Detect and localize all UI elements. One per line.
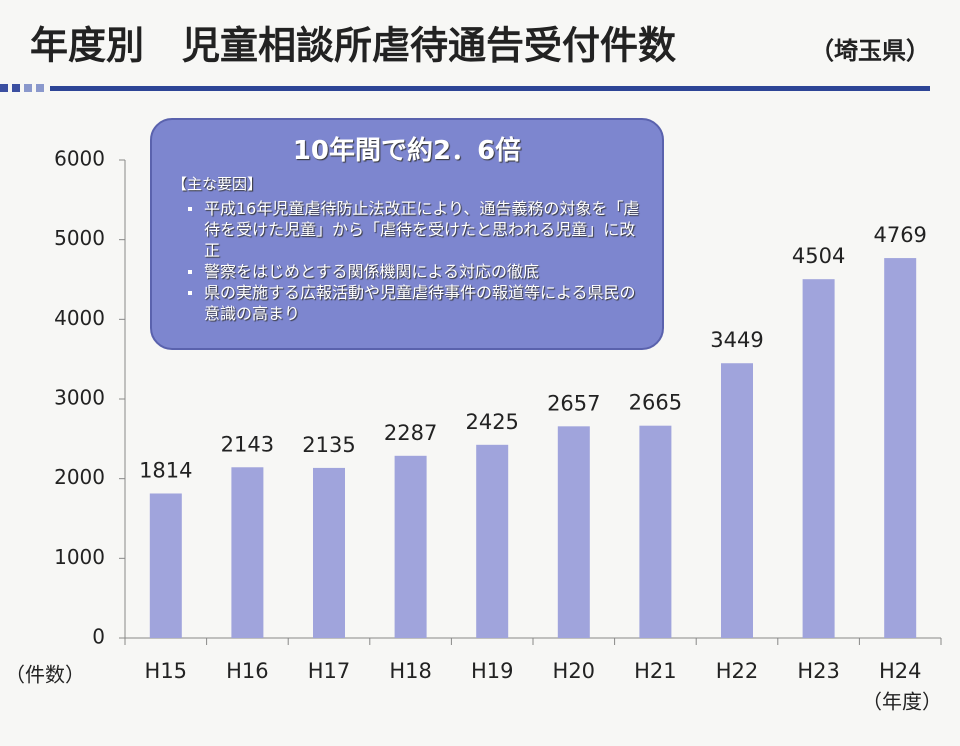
decor: [24, 84, 32, 92]
y-tick-label: 5000: [54, 226, 105, 250]
annotation-item: 平成16年児童虐待防止法改正により、通告義務の対象を「虐待を受けた児童」から「虐…: [186, 198, 642, 261]
x-tick-label: H18: [389, 659, 432, 683]
y-tick-label: 1000: [54, 545, 105, 569]
y-tick-label: 3000: [54, 386, 105, 410]
x-tick-label: H23: [797, 659, 840, 683]
bar: [884, 258, 917, 638]
annotation-item: 警察をはじめとする関係機関による対応の徹底: [186, 261, 642, 282]
bar: [476, 444, 509, 638]
y-tick-label: 4000: [54, 306, 105, 330]
value-label: 3449: [710, 328, 763, 352]
annotation-item: 県の実施する広報活動や児童虐待事件の報道等による県民の意識の高まり: [186, 282, 642, 324]
bar: [394, 455, 427, 638]
y-tick-label: 0: [92, 625, 105, 649]
bar: [149, 493, 182, 638]
x-tick-label: H22: [716, 659, 759, 683]
bar: [313, 467, 345, 638]
annotation-list: 平成16年児童虐待防止法改正により、通告義務の対象を「虐待を受けた児童」から「虐…: [172, 198, 642, 324]
bar: [231, 467, 264, 638]
x-tick-label: H21: [634, 659, 677, 683]
value-label: 4769: [873, 223, 926, 247]
value-label: 2287: [384, 421, 437, 445]
x-tick-label: H20: [553, 659, 596, 683]
x-tick-label: H24: [879, 659, 922, 683]
y-axis-label: （件数）: [5, 663, 85, 687]
y-tick-label: 6000: [54, 147, 105, 171]
decor: [12, 84, 20, 92]
x-axis-label: （年度）: [862, 690, 942, 714]
value-label: 4504: [792, 244, 845, 268]
chart-subtitle: （埼玉県）: [810, 37, 930, 65]
value-label: 2135: [302, 433, 355, 457]
bar: [557, 426, 590, 638]
decor: [36, 84, 44, 92]
decor: [0, 84, 8, 92]
bar: [802, 279, 835, 638]
value-label: 2143: [221, 432, 274, 456]
value-label: 2425: [465, 410, 518, 434]
x-tick-label: H16: [226, 659, 269, 683]
x-tick-label: H17: [308, 659, 351, 683]
value-label: 2665: [629, 391, 682, 415]
x-tick-label: H19: [471, 659, 514, 683]
annotation-subheading: 【主な要因】: [172, 175, 263, 193]
title-rule: [50, 86, 930, 91]
bar: [639, 425, 672, 638]
annotation-heading: 10年間で約2．6倍: [292, 136, 522, 166]
y-tick-label: 2000: [54, 465, 105, 489]
annotation-box: 10年間で約2．6倍 【主な要因】 平成16年児童虐待防止法改正により、通告義務…: [150, 118, 664, 350]
value-label: 2657: [547, 391, 600, 415]
value-label: 1814: [139, 458, 192, 482]
bar: [721, 363, 753, 638]
chart-title: 年度別 児童相談所虐待通告受付件数: [30, 24, 676, 68]
x-tick-label: H15: [145, 659, 188, 683]
